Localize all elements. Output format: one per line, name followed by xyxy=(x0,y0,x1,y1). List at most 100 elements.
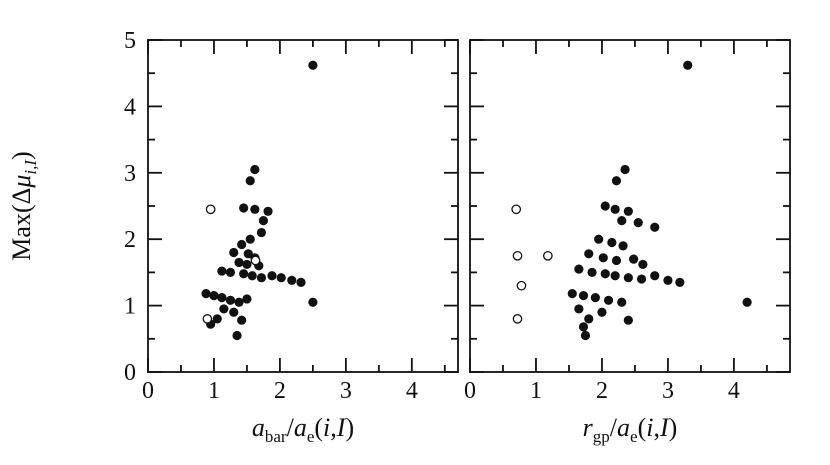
data-point-filled xyxy=(623,206,633,216)
data-point-filled xyxy=(258,216,269,226)
x-tick-label: 0 xyxy=(142,378,154,404)
data-point-open xyxy=(511,204,522,215)
data-point-filled xyxy=(287,275,297,285)
y-tick-label: 2 xyxy=(124,227,136,253)
x-tick-label: 3 xyxy=(662,378,674,404)
data-point-filled xyxy=(296,277,306,287)
data-point-filled xyxy=(232,330,242,341)
data-point-open xyxy=(202,314,213,324)
data-point-open xyxy=(512,250,523,261)
x-axis-label: abar/ae(i,I) xyxy=(252,413,354,446)
data-point-filled xyxy=(250,164,260,175)
data-point-filled xyxy=(245,176,255,186)
data-point-filled xyxy=(597,307,607,317)
data-point-filled xyxy=(742,297,752,307)
data-point-filled xyxy=(217,266,227,276)
data-point-filled xyxy=(578,291,589,301)
x-tick-label: 1 xyxy=(208,378,220,404)
x-tick-label: 4 xyxy=(728,378,740,404)
data-point-filled xyxy=(242,259,252,270)
data-point-filled xyxy=(683,60,693,70)
data-point-filled xyxy=(650,271,660,281)
data-point-filled xyxy=(234,257,244,268)
x-axis-label: rgp/ae(i,I) xyxy=(583,413,678,446)
data-point-filled xyxy=(308,297,318,307)
data-point-filled xyxy=(256,273,267,283)
panel-frame xyxy=(147,39,459,373)
data-point-open xyxy=(543,250,553,261)
data-point-filled xyxy=(633,218,643,228)
data-point-filled xyxy=(610,271,620,281)
data-point-open xyxy=(250,255,261,266)
data-point-filled xyxy=(234,297,244,307)
data-point-filled xyxy=(587,267,597,277)
x-tick-label: 2 xyxy=(596,378,608,404)
data-point-filled xyxy=(598,253,608,263)
data-point-open xyxy=(512,314,523,324)
data-point-filled xyxy=(617,216,627,226)
data-point-filled xyxy=(584,249,594,259)
data-point-filled xyxy=(243,249,253,259)
data-point-filled xyxy=(247,271,257,281)
data-point-filled xyxy=(675,277,685,287)
data-point-filled xyxy=(308,60,318,70)
data-point-filled xyxy=(600,269,610,279)
data-point-filled xyxy=(209,291,219,301)
data-point-filled xyxy=(229,247,239,258)
data-point-filled xyxy=(663,275,673,285)
data-point-filled xyxy=(242,294,252,304)
data-point-filled xyxy=(229,307,239,317)
data-point-filled xyxy=(611,176,622,186)
data-point-filled xyxy=(239,269,249,279)
data-point-filled xyxy=(250,204,260,214)
data-point-filled xyxy=(610,204,620,214)
data-point-filled xyxy=(650,222,660,232)
data-point-filled xyxy=(636,274,647,284)
data-point-filled xyxy=(567,289,577,299)
data-point-filled xyxy=(590,293,600,303)
x-tick-label: 2 xyxy=(274,378,286,404)
y-tick-label: 5 xyxy=(124,28,136,54)
data-point-filled xyxy=(618,241,628,251)
data-point-filled xyxy=(237,239,247,250)
data-point-filled xyxy=(217,293,227,303)
x-tick-label: 3 xyxy=(340,378,352,404)
data-point-open xyxy=(516,280,527,291)
data-point-filled xyxy=(600,201,610,211)
y-tick-label: 3 xyxy=(124,161,136,187)
data-point-filled xyxy=(580,330,591,341)
data-point-filled xyxy=(574,304,584,314)
data-point-filled xyxy=(237,315,247,325)
data-point-filled xyxy=(225,267,236,277)
data-point-filled xyxy=(219,304,229,314)
data-point-filled xyxy=(617,297,627,307)
y-tick-label: 4 xyxy=(124,94,136,120)
data-point-filled xyxy=(574,264,584,274)
x-tick-label: 0 xyxy=(464,378,476,404)
data-point-open xyxy=(205,204,216,215)
data-point-filled xyxy=(212,314,222,324)
data-point-filled xyxy=(623,315,633,325)
x-tick-label: 4 xyxy=(406,378,418,404)
y-axis-label: Max(Δμi,I) xyxy=(7,151,40,260)
data-point-filled xyxy=(578,322,589,332)
y-tick-label: 0 xyxy=(124,360,136,386)
data-point-filled xyxy=(256,227,267,238)
data-point-filled xyxy=(620,164,630,175)
data-point-filled xyxy=(225,295,236,305)
data-point-filled xyxy=(623,273,633,283)
data-point-filled xyxy=(638,259,648,270)
data-point-filled xyxy=(263,206,273,216)
data-point-filled xyxy=(584,314,594,324)
data-point-filled xyxy=(245,234,255,244)
data-point-filled xyxy=(594,234,604,244)
data-point-filled xyxy=(603,295,614,305)
data-point-filled xyxy=(267,271,277,281)
data-point-filled xyxy=(239,203,249,213)
x-tick-label: 1 xyxy=(530,378,542,404)
data-point-filled xyxy=(607,237,617,248)
data-point-filled xyxy=(629,254,639,264)
data-point-filled xyxy=(201,289,211,299)
